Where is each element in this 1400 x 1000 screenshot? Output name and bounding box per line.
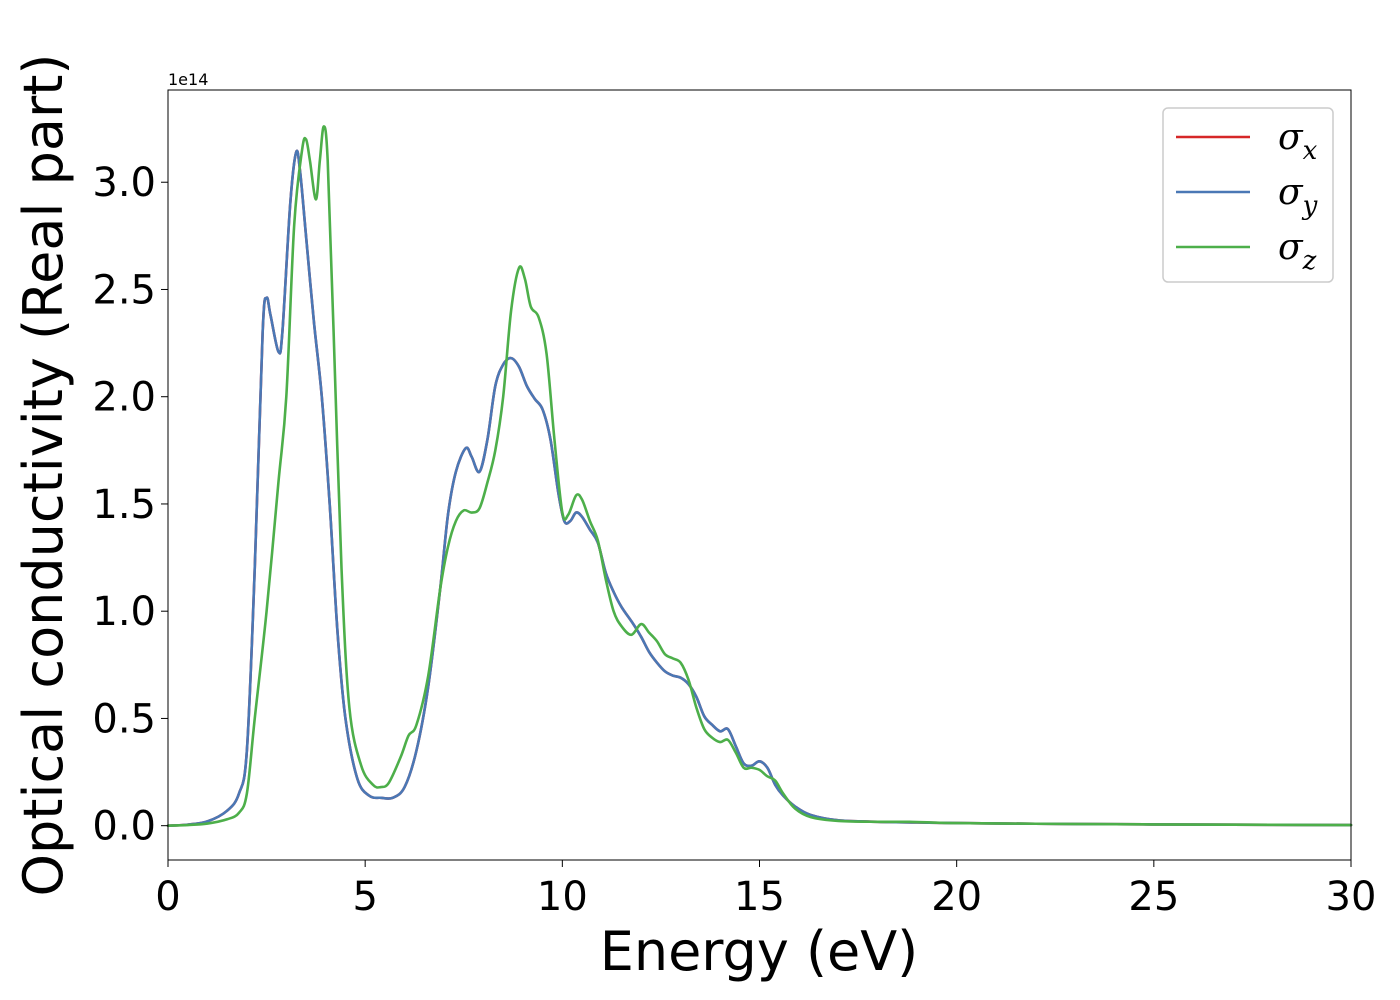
legend: σx σy σz: [1162, 107, 1334, 283]
x-tick-label: 10: [537, 874, 588, 920]
x-tick-label: 15: [734, 874, 785, 920]
x-tick-label: 25: [1128, 874, 1179, 920]
series-line-z: [166, 125, 1353, 827]
y-tick-label: 0.0: [92, 804, 156, 850]
plot-area: [168, 90, 1351, 860]
legend-label-y: σy: [1278, 172, 1318, 221]
y-tick-label: 1.5: [92, 482, 156, 528]
x-tick-label: 5: [352, 874, 377, 920]
legend-frame: [1162, 107, 1334, 283]
y-tick-label: 0.5: [92, 696, 156, 742]
series-line-y: [166, 149, 1353, 827]
legend-label-z: σz: [1278, 227, 1317, 276]
x-tick-label: 20: [931, 874, 982, 920]
x-axis: 0 5 10 15 20 25 30: [155, 860, 1376, 920]
y-axis-title: Optical conductivity (Real part): [12, 54, 75, 897]
y-tick-label: 2.5: [92, 267, 156, 313]
y-tick-label: 2.0: [92, 375, 156, 421]
x-tick-label: 30: [1326, 874, 1377, 920]
y-axis: 0.0 0.5 1.0 1.5 2.0 2.5 3.0: [92, 160, 168, 850]
y-tick-label: 3.0: [92, 160, 156, 206]
x-axis-title: Energy (eV): [600, 920, 919, 983]
y-offset-label: 1e14: [168, 70, 208, 89]
series-layer: [166, 125, 1353, 827]
y-tick-label: 1.0: [92, 589, 156, 635]
legend-label-x: σx: [1278, 117, 1318, 166]
x-tick-label: 0: [155, 874, 180, 920]
